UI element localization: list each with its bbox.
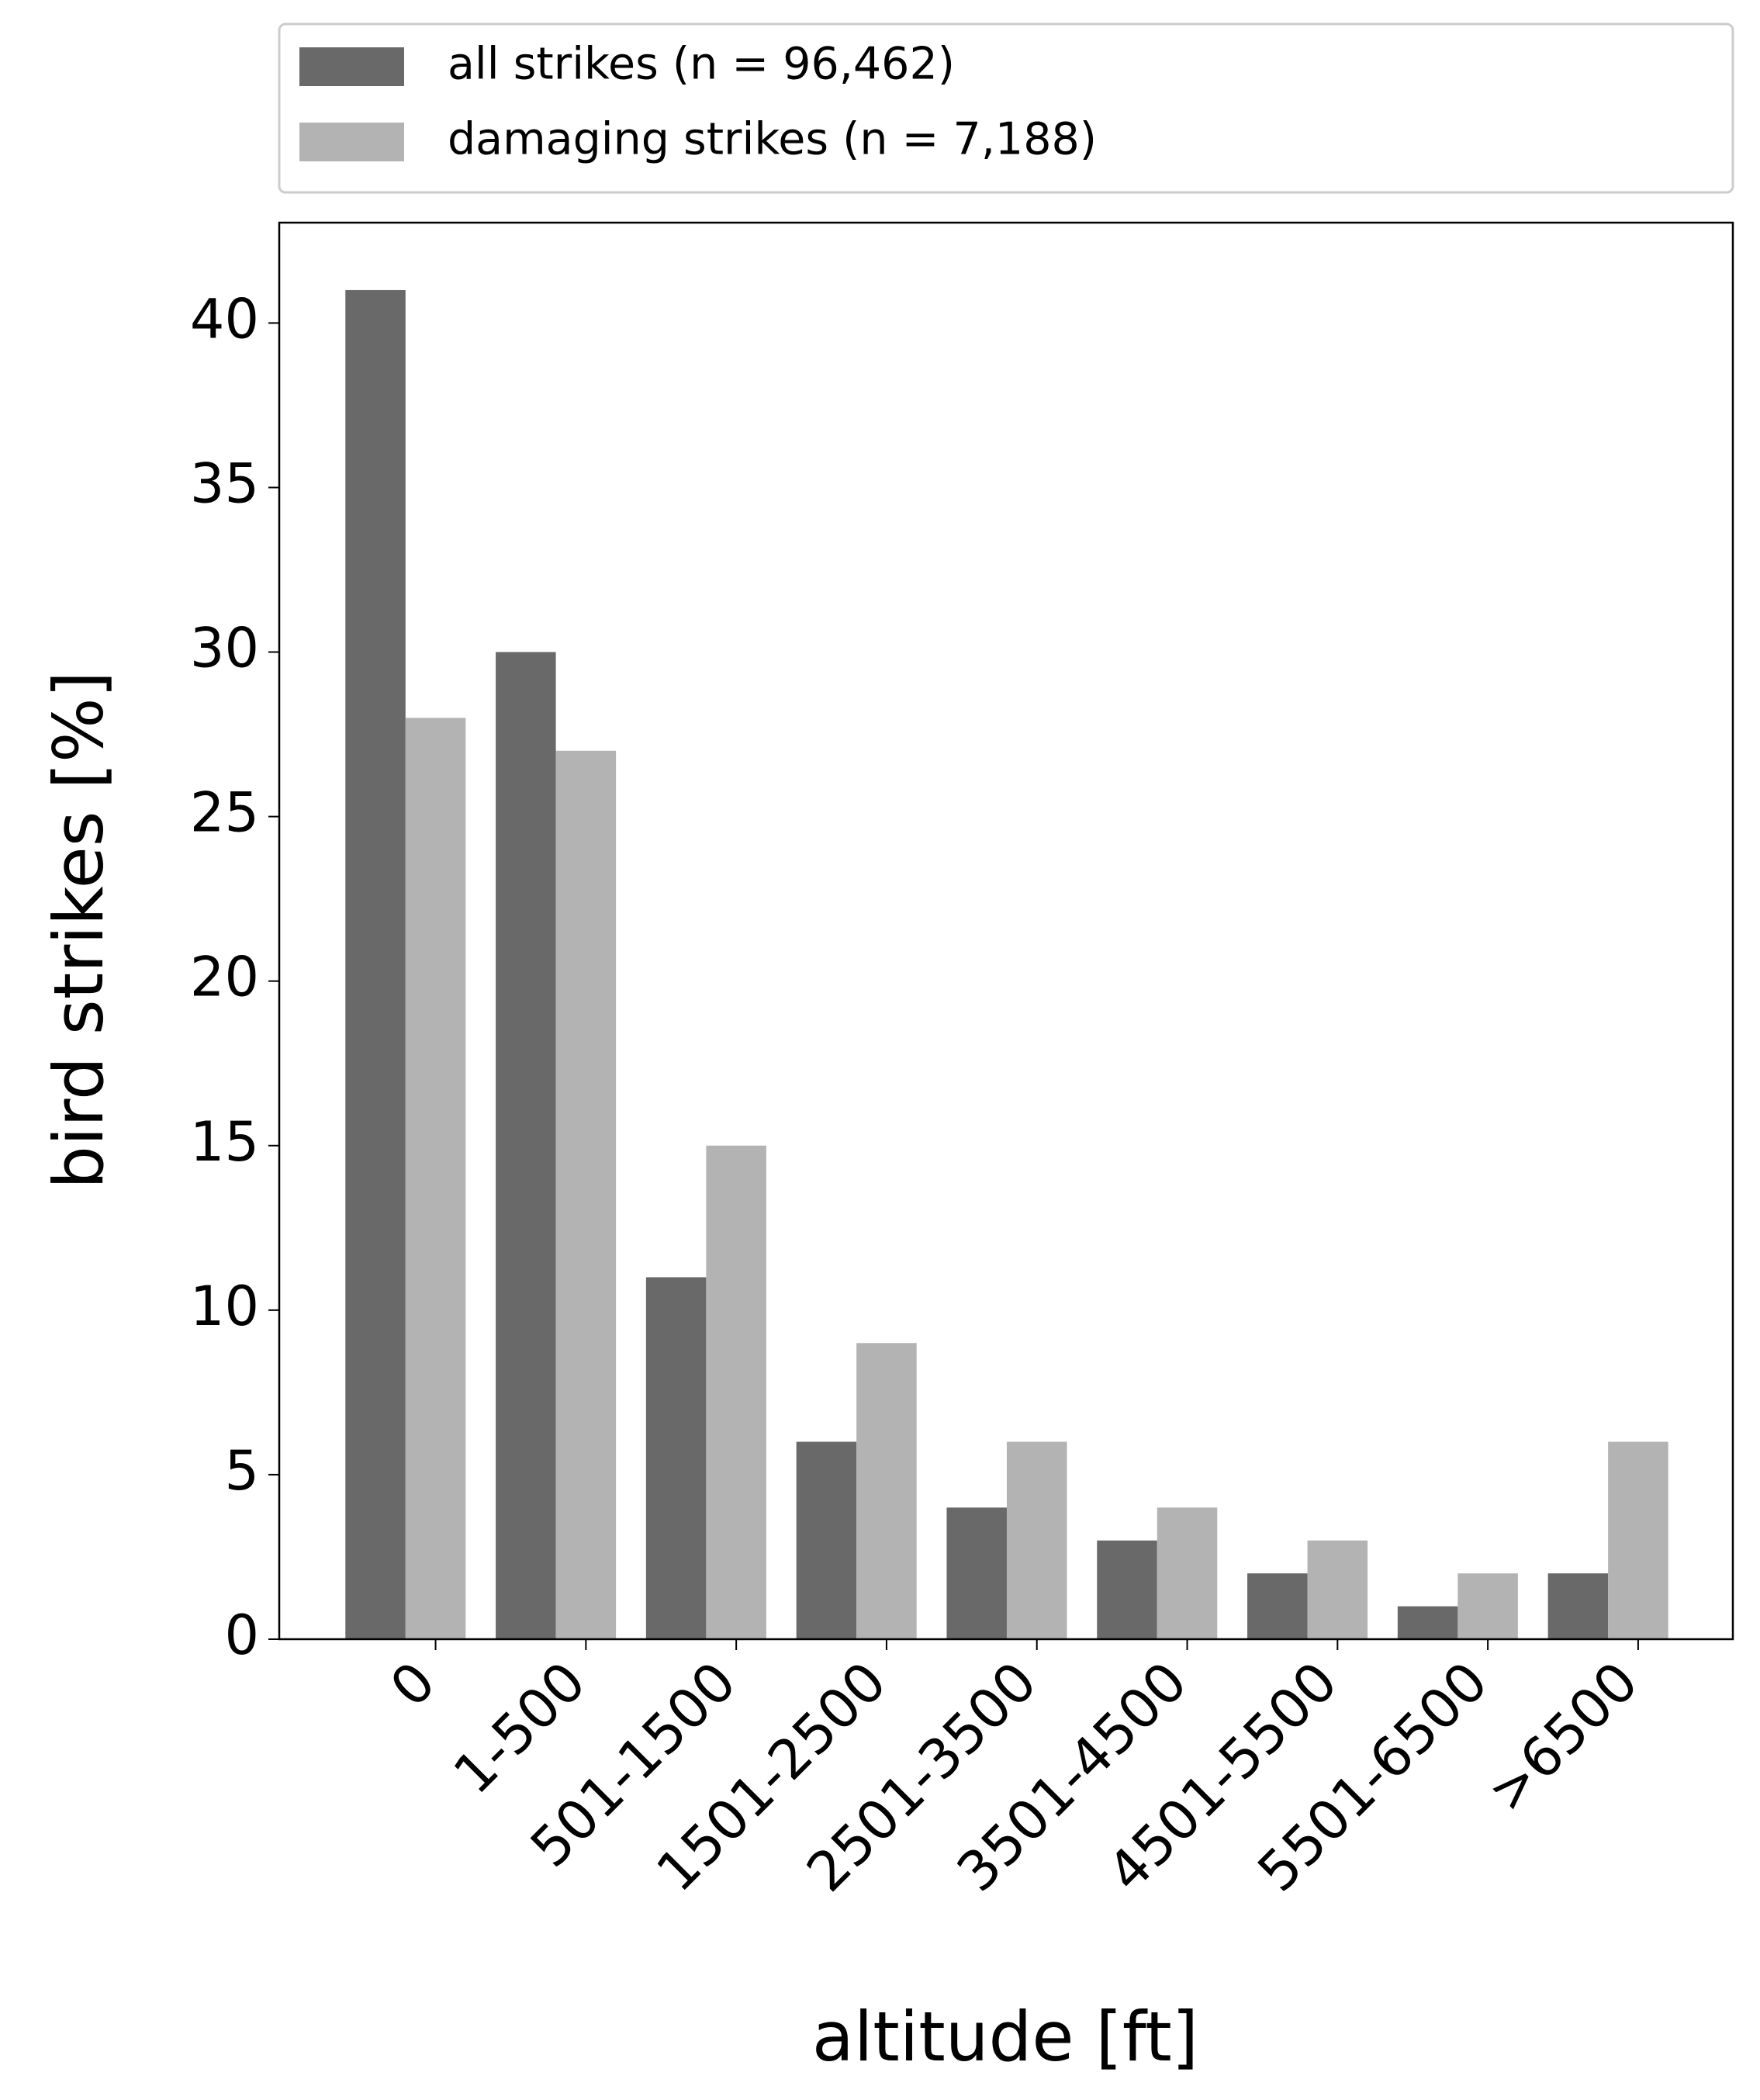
bar xyxy=(1397,1606,1458,1639)
y-tick-label: 10 xyxy=(190,1275,259,1338)
legend-label: damaging strikes (n = 7,188) xyxy=(448,114,1097,165)
bar xyxy=(345,289,406,1639)
y-tick-label: 5 xyxy=(224,1439,259,1503)
bar xyxy=(1307,1540,1368,1639)
y-tick-label: 15 xyxy=(190,1110,259,1174)
bar xyxy=(796,1441,857,1639)
bar xyxy=(1157,1507,1218,1639)
bar xyxy=(856,1343,917,1639)
bar xyxy=(946,1507,1007,1639)
bar xyxy=(496,652,556,1639)
x-tick-label: 0 xyxy=(379,1649,448,1718)
plot-frame xyxy=(278,221,1734,1641)
bar xyxy=(1097,1540,1157,1639)
y-tick-label: 0 xyxy=(224,1604,259,1667)
legend-swatch xyxy=(299,123,404,161)
bar xyxy=(1247,1573,1308,1639)
bar xyxy=(555,750,617,1640)
bar xyxy=(645,1277,707,1639)
legend-swatch xyxy=(299,47,404,86)
bar xyxy=(706,1145,766,1639)
y-tick-label: 30 xyxy=(190,617,259,680)
bar xyxy=(1006,1441,1067,1639)
bar xyxy=(1457,1573,1518,1639)
bar xyxy=(1608,1441,1668,1639)
y-tick-label: 25 xyxy=(190,781,259,845)
bar xyxy=(405,718,466,1640)
y-axis-label: bird strikes [%] xyxy=(39,671,119,1189)
x-axis-label: altitude [ft] xyxy=(812,1997,1198,2077)
y-tick-label: 20 xyxy=(190,946,259,1009)
y-tick-label: 35 xyxy=(190,451,259,515)
legend-label: all strikes (n = 96,462) xyxy=(448,39,955,90)
x-tick-label: >6500 xyxy=(1475,1649,1650,1824)
bar xyxy=(1547,1573,1609,1639)
y-tick-label: 40 xyxy=(190,287,259,351)
legend-box xyxy=(278,22,1734,194)
